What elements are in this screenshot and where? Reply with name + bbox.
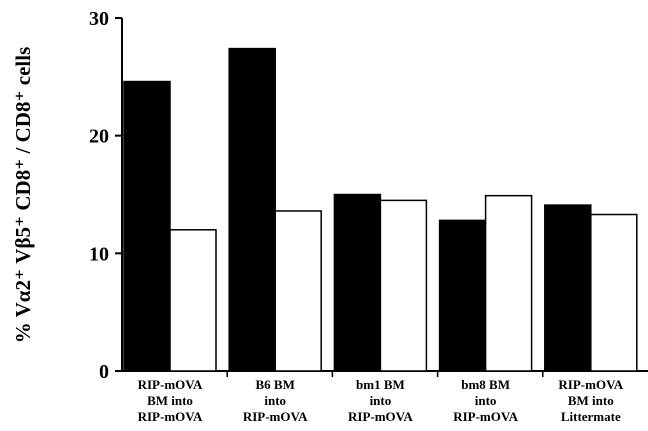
x-tick-label: bm1 BM <box>356 377 405 392</box>
y-axis-label: % Vα2⁺ Vβ5⁺ CD8⁺ / CD8⁺ cells <box>11 47 35 344</box>
bar <box>379 199 428 372</box>
bar <box>484 194 533 372</box>
x-tick-label: RIP-mOVA <box>558 377 623 392</box>
bar <box>438 219 487 372</box>
bar <box>590 213 638 372</box>
bar <box>169 229 217 372</box>
bar <box>228 47 276 372</box>
x-tick-label: bm8 BM <box>461 377 510 392</box>
x-tick-label: into <box>264 393 286 408</box>
x-tick-label: into <box>475 393 497 408</box>
bar <box>274 210 322 372</box>
x-tick-label: RIP-mOVA <box>348 409 413 424</box>
y-tick-label: 10 <box>89 243 109 265</box>
bar <box>333 193 382 372</box>
x-tick-label: B6 BM <box>256 377 295 392</box>
x-tick-label: RIP-mOVA <box>138 409 203 424</box>
y-tick-label: 20 <box>89 126 109 148</box>
x-tick-label: RIP-mOVA <box>243 409 308 424</box>
x-tick-label: RIP-mOVA <box>138 377 203 392</box>
y-tick-label: 30 <box>89 8 109 30</box>
x-tick-label: into <box>370 393 392 408</box>
x-tick-label: BM into <box>568 393 614 408</box>
y-tick-label: 0 <box>99 361 109 383</box>
x-tick-label: Littermate <box>561 409 621 424</box>
bar <box>544 204 592 372</box>
bar <box>123 80 171 372</box>
x-tick-label: BM into <box>147 393 193 408</box>
x-tick-label: RIP-mOVA <box>453 409 518 424</box>
